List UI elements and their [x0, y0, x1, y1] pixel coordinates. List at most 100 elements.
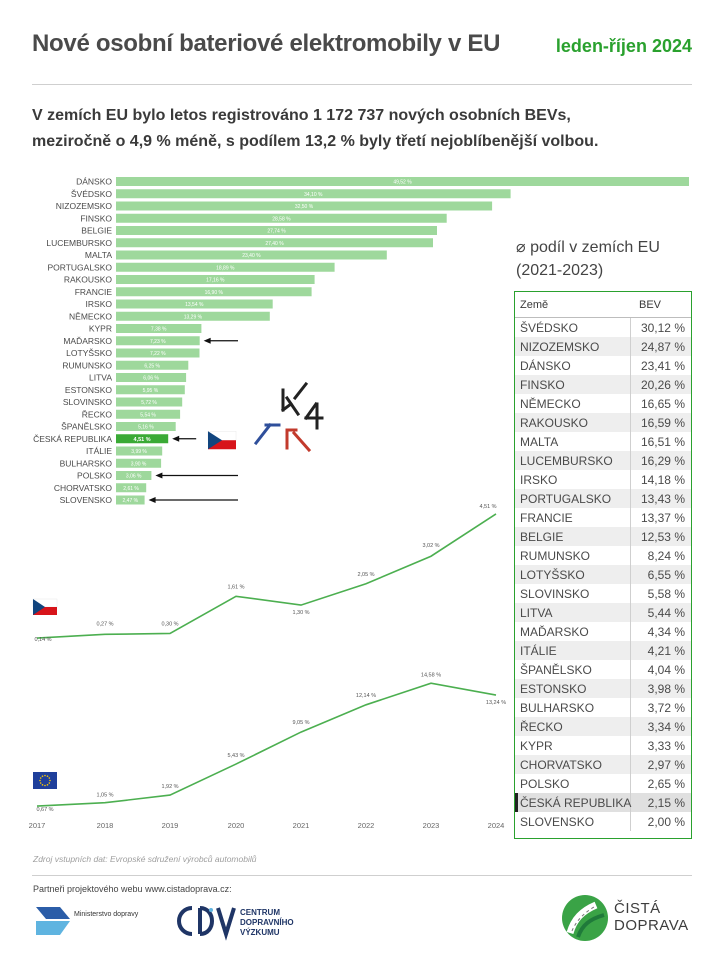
table-cell-country: PORTUGALSKO: [515, 489, 631, 508]
table-cell-country: ŘECKO: [515, 717, 631, 736]
arrow-head-icon: [155, 472, 163, 479]
bar-category-label: LUCEMBURSKO: [46, 238, 112, 248]
eu-flag-star: [48, 777, 51, 779]
cz-line-flag-red: [33, 607, 57, 615]
bar-category-label: BULHARSKO: [60, 458, 113, 468]
table-body: ŠVÉDSKO 30,12 % NIZOZEMSKO 24,87 % DÁNSKO 23,…: [515, 318, 691, 831]
table-cell-bev: 5,44 %: [647, 605, 685, 620]
table-cell-country: POLSKO: [515, 774, 631, 793]
eu-flag-star: [46, 775, 49, 777]
source-note: Zdroj vstupních dat: Evropské sdružení v…: [33, 854, 257, 864]
bar-value-label: 28,58 %: [272, 216, 291, 222]
bar-litva: [116, 373, 187, 382]
cd-line-1: ČISTÁ: [614, 900, 661, 917]
bar-italie: [116, 446, 163, 456]
bar-nizozemsko: [116, 201, 493, 211]
eu-flag-star: [39, 777, 42, 779]
bar-dansko: [116, 177, 689, 186]
eu-point-label: 1,92 %: [161, 784, 178, 790]
bar-category-label: RUMUNSKO: [62, 360, 112, 370]
eu-flag-star: [39, 779, 41, 782]
table-cell-bev: 4,21 %: [647, 643, 685, 658]
cd-line-2: DOPRAVA: [614, 917, 689, 934]
bar-value-label: 13,54 %: [185, 302, 204, 308]
bar-category-label: SLOVINSKO: [63, 397, 113, 407]
cista-doprava-logo-icon: [562, 895, 608, 941]
bar-slovinsko: [116, 397, 183, 407]
bar-value-label: 4,51 %: [134, 437, 151, 443]
bar-recko: [116, 409, 181, 419]
ministry-logo-text: Ministerstvo dopravy: [74, 911, 139, 918]
table-row: FRANCIE 13,37 %: [515, 508, 691, 527]
bar-value-label: 5,16 %: [138, 425, 154, 431]
table-cell-bev: 4,04 %: [647, 662, 685, 677]
table-cell-country: ŠVÉDSKO: [515, 318, 631, 337]
table-cell-country: ITÁLIE: [515, 641, 631, 660]
bar-value-label: 13,29 %: [184, 314, 203, 320]
bar-category-label: NĚMECKO: [69, 311, 112, 321]
table-cell-country: IRSKO: [515, 470, 631, 489]
table-row: POLSKO 2,65 %: [515, 774, 691, 793]
table-row: SLOVINSKO 5,58 %: [515, 584, 691, 603]
period-label: leden-říjen 2024: [555, 36, 692, 56]
page-title: Nové osobní bateriové elektromobily v EU: [32, 30, 501, 57]
table-cell-bev: 16,29 %: [640, 453, 685, 468]
table-cell-bev: 3,33 %: [647, 738, 685, 753]
year-axis-label: 2017: [29, 821, 46, 830]
bar-svedsko: [116, 189, 511, 199]
bar-category-label: POLSKO: [77, 471, 112, 481]
bar-value-label: 2,61 %: [123, 486, 139, 492]
bar-value-label: 49,52 %: [393, 180, 412, 186]
table-row: SLOVENSKO 2,00 %: [515, 812, 691, 831]
table-cell-bev: 4,34 %: [647, 624, 685, 639]
bar-value-label: 6,25 %: [144, 363, 160, 369]
year-axis-label: 2020: [228, 821, 245, 830]
table-cell-country: LOTYŠSKO: [515, 565, 631, 584]
bar-category-label: MALTA: [85, 250, 112, 260]
bar-kypr: [116, 324, 202, 333]
table-cell-bev: 16,51 %: [640, 434, 685, 449]
bar-value-label: 7,23 %: [150, 339, 166, 345]
table-row: LOTYŠSKO 6,55 %: [515, 565, 691, 584]
table-cell-bev: 3,72 %: [647, 700, 685, 715]
table-cell-bev: 3,98 %: [647, 681, 685, 696]
table-cell-country: KYPR: [515, 736, 631, 755]
column-header-bev: BEV: [639, 298, 662, 311]
bar-value-label: 18,89 %: [216, 265, 235, 271]
bar-value-label: 27,74 %: [267, 229, 286, 235]
table-cell-bev: 3,34 %: [647, 719, 685, 734]
bev-share-table: Země BEV ŠVÉDSKO 30,12 % NIZOZEMSKO 24,87 %…: [514, 291, 692, 839]
bar-portugalsko: [116, 262, 335, 272]
bar-category-label: LITVA: [89, 373, 112, 383]
table-cell-country: FRANCIE: [515, 508, 631, 527]
arrow-head-icon: [203, 337, 211, 344]
table-row: BULHARSKO 3,72 %: [515, 698, 691, 717]
table-heading-line-2: (2021-2023): [516, 262, 604, 279]
bar-spanelsko: [116, 422, 176, 431]
table-cell-country: FINSKO: [515, 375, 631, 394]
eu-flag-star: [41, 784, 44, 786]
cz-point-label: 0,27 %: [96, 621, 113, 627]
bar-category-label: ESTONSKO: [65, 385, 112, 395]
table-cell-country: RUMUNSKO: [515, 546, 631, 565]
bar-value-label: 32,50 %: [295, 204, 314, 210]
partners-label: Partneři projektového webu www.cistadopr…: [33, 884, 232, 894]
lead-line-1: V zemích EU bylo letos registrováno 1 17…: [32, 107, 571, 124]
table-row: ESTONSKO 3,98 %: [515, 679, 691, 698]
table-row: ŘECKO 3,34 %: [515, 717, 691, 736]
table-row: ŠVÉDSKO 30,12 %: [515, 318, 691, 337]
bar-category-label: CHORVATSKO: [54, 483, 112, 493]
bar-category-label: RAKOUSKO: [64, 275, 113, 285]
table-cell-bev: 2,65 %: [647, 776, 685, 791]
table-cell-country: MALTA: [515, 432, 631, 451]
table-cell-country: DÁNSKO: [515, 356, 631, 375]
bar-category-label: IRSKO: [86, 299, 113, 309]
bar-lucembursko: [116, 238, 433, 248]
table-cell-bev: 20,26 %: [640, 377, 685, 392]
table-cell-bev: 23,41 %: [640, 358, 685, 373]
table-cell-bev: 16,59 %: [640, 415, 685, 430]
table-cell-bev: 24,87 %: [640, 339, 685, 354]
table-cell-country: BULHARSKO: [515, 698, 631, 717]
table-row: RUMUNSKO 8,24 %: [515, 546, 691, 565]
